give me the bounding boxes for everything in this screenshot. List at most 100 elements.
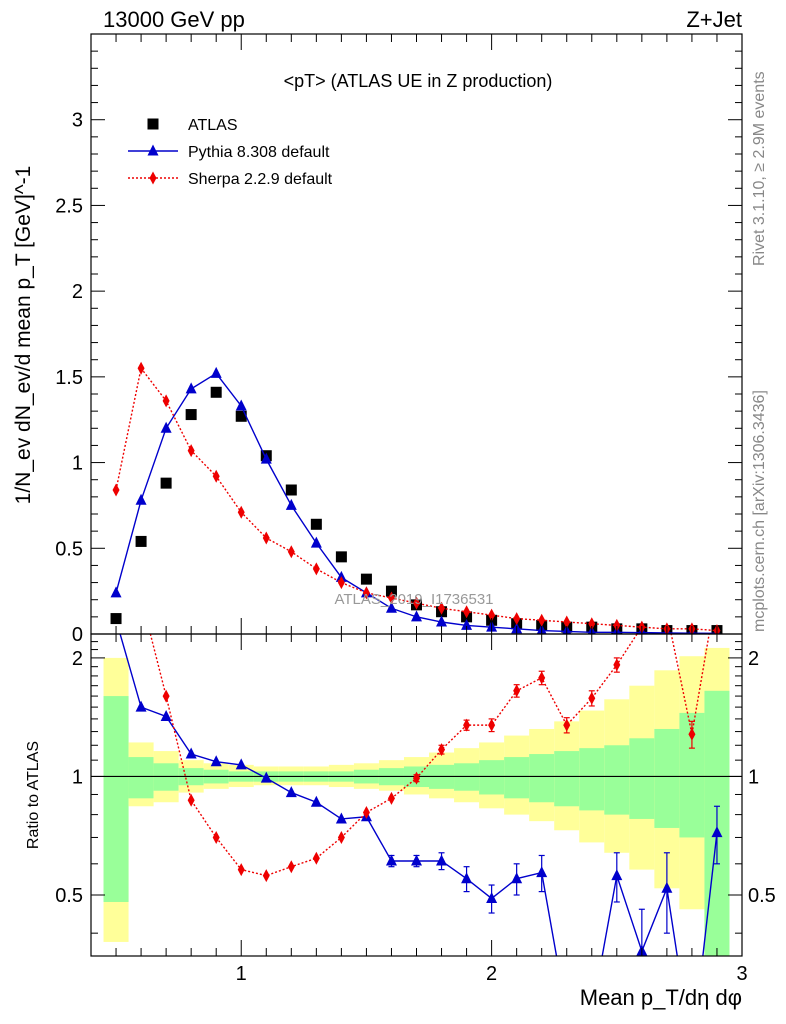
point-sherpa-2-2-9-default: [387, 591, 395, 605]
ratio-point-pythia-8-308-default: [511, 872, 523, 884]
point-sherpa-2-2-9-default: [337, 576, 345, 590]
point-sherpa-2-2-9-default: [513, 612, 521, 626]
ratio-point-sherpa-2-2-9-default: [162, 689, 170, 703]
ratio-y-tick-label-right: 0.5: [748, 885, 776, 907]
ratio-point-pythia-8-308-default: [385, 854, 397, 866]
ratio-point-sherpa-2-2-9-default: [337, 830, 345, 844]
point-sherpa-2-2-9-default: [588, 617, 596, 631]
band-inner-bin: [579, 748, 605, 811]
point-sherpa-2-2-9-default: [112, 483, 120, 497]
point-sherpa-2-2-9-default: [613, 618, 621, 632]
point-sherpa-2-2-9-default: [137, 361, 145, 375]
ratio-point-pythia-8-308-default: [335, 812, 347, 824]
ratio-point-sherpa-2-2-9-default: [212, 830, 220, 844]
ratio-point-pythia-8-308-default: [285, 786, 297, 798]
legend-marker-sherpa-2-2-9-default: [149, 171, 157, 185]
point-sherpa-2-2-9-default: [162, 394, 170, 408]
band-inner-bin: [529, 754, 555, 803]
y-tick-label: 1: [72, 453, 83, 475]
point-atlas: [310, 518, 322, 530]
point-atlas: [235, 410, 247, 422]
ratio-point-sherpa-2-2-9-default: [413, 771, 420, 785]
ratio-point-pythia-8-308-default: [536, 866, 548, 878]
point-atlas: [160, 477, 172, 489]
ratio-point-sherpa-2-2-9-default: [513, 684, 521, 698]
y-axis-label-main: 1/N_ev dN_ev/d mean p_T [GeV]^-1: [12, 166, 35, 505]
point-pythia-8-308-default: [385, 601, 397, 613]
ratio-point-pythia-8-308-default: [185, 747, 197, 759]
ratio-y-tick-label-right: 1: [748, 766, 759, 788]
ratio-point-pythia-8-308-default: [611, 869, 623, 881]
point-sherpa-2-2-9-default: [538, 613, 546, 627]
ratio-point-pythia-8-308-default: [235, 758, 247, 770]
band-inner-bin: [479, 760, 505, 795]
ratio-point-sherpa-2-2-9-default: [588, 691, 596, 705]
point-sherpa-2-2-9-default: [362, 586, 370, 600]
point-pythia-8-308-default: [135, 493, 147, 505]
point-pythia-8-308-default: [461, 618, 473, 630]
point-sherpa-2-2-9-default: [262, 531, 270, 545]
band-inner-bin: [604, 745, 630, 815]
point-atlas: [135, 535, 147, 547]
ratio-point-sherpa-2-2-9-default: [538, 671, 546, 685]
ratio-panel: 1 2 3 0.5 0.5 1 1 2 2: [55, 633, 776, 985]
ratio-point-pythia-8-308-default: [486, 891, 498, 903]
point-pythia-8-308-default: [210, 366, 222, 378]
legend-label-atlas: ATLAS: [188, 117, 238, 134]
point-atlas: [285, 484, 297, 496]
point-sherpa-2-2-9-default: [413, 596, 420, 610]
ratio-y-tick-label: 1: [72, 766, 83, 788]
ratio-point-pythia-8-308-default: [411, 854, 422, 866]
x-tick-label: 2: [486, 963, 497, 985]
ratio-point-pythia-8-308-default: [661, 881, 673, 893]
ratio-point-pythia-8-308-default: [436, 854, 448, 866]
ratio-point-sherpa-2-2-9-default: [187, 793, 195, 807]
ratio-point-sherpa-2-2-9-default: [563, 718, 571, 732]
point-pythia-8-308-default: [110, 586, 122, 598]
side-label-top: Rivet 3.1.10, ≥ 2.9M events: [751, 71, 768, 266]
point-pythia-8-308-default: [310, 536, 322, 548]
header-right: Z+Jet: [686, 7, 742, 32]
header-left: 13000 GeV pp: [103, 7, 245, 32]
point-pythia-8-308-default: [436, 615, 448, 627]
point-sherpa-2-2-9-default: [312, 562, 320, 576]
legend-label-pythia-8-308-default: Pythia 8.308 default: [188, 144, 330, 161]
plot-title: <pT> (ATLAS UE in Z production): [284, 71, 553, 91]
y-tick-label: 2.5: [55, 195, 83, 217]
watermark: ATLAS_2019_I1736531: [334, 591, 493, 608]
point-sherpa-2-2-9-default: [563, 615, 571, 629]
point-atlas: [110, 613, 122, 625]
ratio-point-pythia-8-308-default: [160, 709, 172, 721]
point-pythia-8-308-default: [160, 421, 172, 433]
ratio-point-sherpa-2-2-9-default: [362, 805, 370, 819]
x-tick-label: 3: [736, 963, 747, 985]
point-sherpa-2-2-9-default: [463, 605, 471, 619]
x-tick-label: 1: [236, 963, 247, 985]
legend: ATLAS Pythia 8.308 default Sherpa 2.2.9 de…: [128, 117, 333, 188]
uncertainty-bands: [103, 647, 730, 956]
point-pythia-8-308-default: [235, 399, 247, 411]
ratio-point-sherpa-2-2-9-default: [262, 869, 270, 883]
ratio-point-sherpa-2-2-9-default: [688, 727, 696, 741]
point-pythia-8-308-default: [185, 382, 197, 394]
ratio-point-sherpa-2-2-9-default: [237, 863, 245, 877]
ratio-point-pythia-8-308-default: [260, 771, 272, 783]
main-panel: 0 0.5 1 1.5 2 2.5 3 ATLAS Pythia 8.308 default Sh…: [55, 33, 743, 646]
ratio-point-sherpa-2-2-9-default: [312, 851, 320, 865]
y-axis-label-ratio: Ratio to ATLAS: [25, 741, 42, 849]
legend-marker-atlas: [147, 118, 159, 130]
band-inner-bin: [128, 757, 154, 799]
y-tick-label: 0.5: [55, 538, 83, 560]
band-inner-bin: [103, 696, 129, 902]
ratio-point-pythia-8-308-default: [711, 826, 723, 838]
point-atlas: [385, 585, 397, 597]
ratio-point-sherpa-2-2-9-default: [438, 743, 446, 757]
y-tick-label: 2: [72, 281, 83, 303]
ratio-y-tick-label-right: 2: [748, 648, 759, 670]
point-pythia-8-308-default: [260, 452, 272, 464]
y-tick-label: 0: [72, 624, 83, 646]
point-sherpa-2-2-9-default: [287, 545, 295, 559]
ratio-y-tick-label: 0.5: [55, 885, 83, 907]
side-label-bottom: mcplots.cern.ch [arXiv:1306.3436]: [751, 390, 768, 632]
